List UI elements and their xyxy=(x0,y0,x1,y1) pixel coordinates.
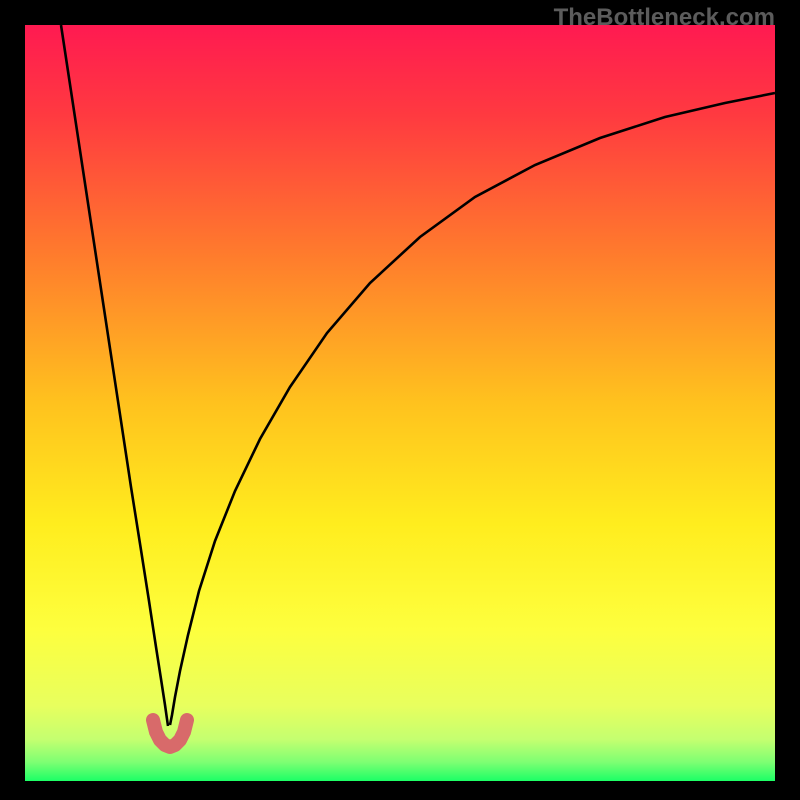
chart-svg xyxy=(0,0,800,800)
watermark-text: TheBottleneck.com xyxy=(554,4,775,32)
chart-container: TheBottleneck.com xyxy=(0,0,800,800)
curve-left-branch xyxy=(61,25,168,726)
curve-right-branch xyxy=(170,93,775,725)
